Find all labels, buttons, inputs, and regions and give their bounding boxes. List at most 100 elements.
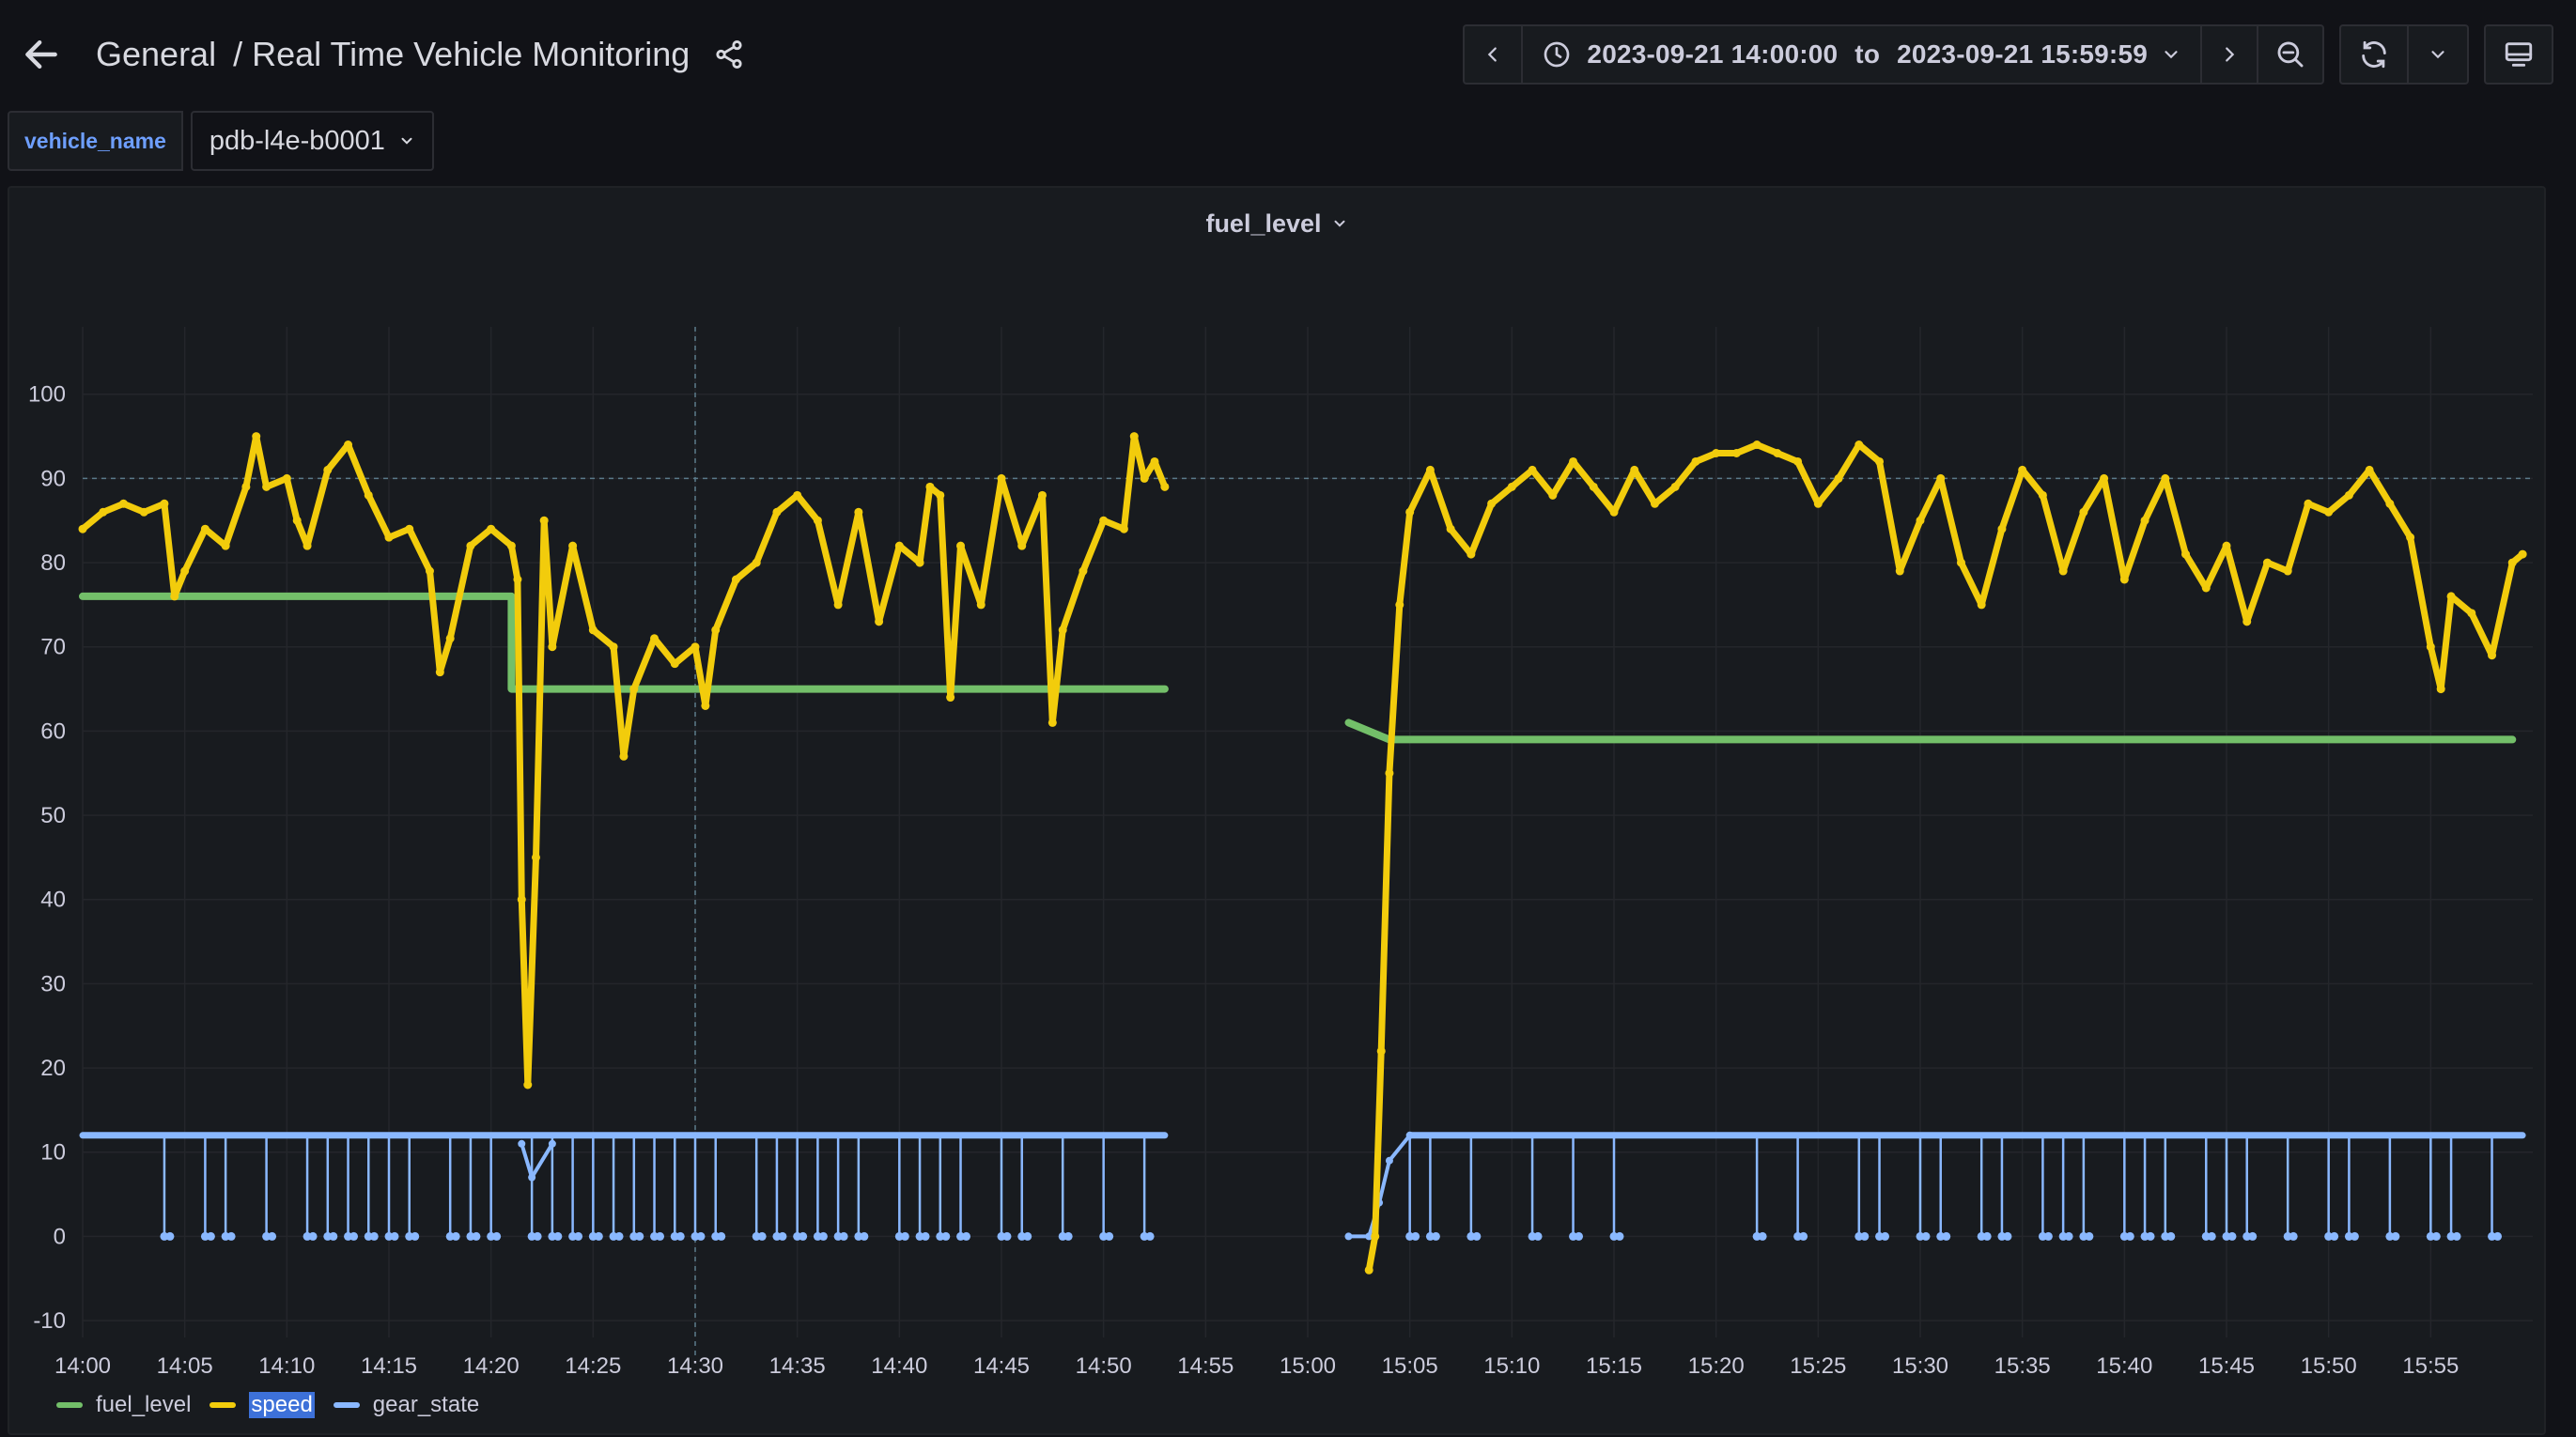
- y-tick-label: 0: [54, 1224, 66, 1249]
- speed-point: [445, 634, 455, 643]
- legend-item-speed[interactable]: speed: [209, 1392, 315, 1418]
- time-from: 2023-09-21 14:00:00: [1587, 39, 1839, 69]
- x-tick-label: 15:35: [1994, 1353, 2051, 1379]
- time-range-text: 2023-09-21 14:00:00 to 2023-09-21 15:59:…: [1587, 39, 2148, 70]
- speed-point: [292, 516, 302, 525]
- speed-point: [2140, 516, 2149, 525]
- chevron-down-icon: [2165, 51, 2178, 59]
- gear-state-point: [2493, 1231, 2503, 1241]
- speed-point: [1956, 558, 1965, 567]
- gear-state-point: [2350, 1231, 2359, 1241]
- speed-point: [609, 642, 618, 652]
- speed-point: [946, 693, 955, 703]
- share-button[interactable]: [710, 36, 748, 73]
- tv-mode-button[interactable]: [2486, 26, 2552, 83]
- zoom-out-button[interactable]: [2257, 26, 2322, 83]
- gear-state-point: [1758, 1231, 1767, 1241]
- speed-point: [629, 685, 639, 694]
- speed-point: [139, 507, 148, 517]
- clock-icon: [1544, 41, 1570, 68]
- speed-point: [2201, 583, 2211, 593]
- vehicle-name-value: pdb-l4e-b0001: [209, 125, 385, 156]
- speed-point: [2385, 499, 2395, 508]
- gear-state-point: [635, 1231, 644, 1241]
- y-tick-label: 20: [40, 1056, 66, 1081]
- time-to-word: to: [1854, 39, 1881, 69]
- x-tick-label: 15:40: [2096, 1353, 2152, 1379]
- speed-point: [1712, 449, 1721, 457]
- panel-title: fuel_level: [1205, 209, 1322, 238]
- x-tick-label: 14:00: [54, 1353, 111, 1379]
- zoom-out-icon: [2277, 41, 2304, 68]
- y-tick-label: 50: [40, 803, 66, 828]
- gear-state-point: [1921, 1231, 1931, 1241]
- speed-point: [1099, 516, 1109, 525]
- speed-point: [405, 524, 414, 533]
- chevron-down-icon: [1334, 220, 1345, 227]
- speed-point: [1916, 516, 1925, 525]
- gear-state-point: [1002, 1231, 1012, 1241]
- gear-state-point: [451, 1231, 460, 1241]
- arrow-left-icon: [25, 39, 57, 70]
- speed-point: [854, 507, 863, 517]
- speed-point: [1371, 1231, 1380, 1241]
- time-shift-back-button[interactable]: [1465, 26, 1521, 83]
- gear-state-point: [656, 1231, 665, 1241]
- x-tick-label: 15:50: [2301, 1353, 2357, 1379]
- x-tick-label: 15:25: [1790, 1353, 1846, 1379]
- speed-point: [170, 592, 179, 601]
- gear-state-point: [614, 1231, 624, 1241]
- speed-point: [466, 541, 475, 550]
- speed-point: [1589, 482, 1598, 491]
- speed-point: [241, 482, 251, 491]
- gear-state-point: [1575, 1231, 1584, 1241]
- panel-title-menu[interactable]: fuel_level: [9, 201, 2544, 246]
- time-shift-forward-button[interactable]: [2200, 26, 2257, 83]
- speed-point: [701, 702, 710, 710]
- gear-state-point: [2085, 1231, 2094, 1241]
- gear-state-point: [962, 1231, 971, 1241]
- speed-line: [1365, 441, 2526, 1274]
- speed-point: [1650, 499, 1659, 508]
- y-tick-label: 90: [40, 466, 66, 491]
- legend-item-gear-state[interactable]: gear_state: [333, 1392, 479, 1418]
- speed-point: [548, 642, 557, 652]
- gear-state-point: [472, 1231, 481, 1241]
- y-tick-label: 60: [40, 718, 66, 744]
- speed-point: [1731, 449, 1741, 457]
- speed-point: [588, 626, 597, 635]
- speed-point: [1385, 768, 1394, 778]
- x-tick-label: 15:30: [1892, 1353, 1948, 1379]
- breadcrumb-folder[interactable]: General: [96, 35, 217, 73]
- legend-item-fuel-level[interactable]: fuel_level: [56, 1392, 191, 1418]
- speed-point: [2365, 465, 2374, 474]
- speed-line: [79, 433, 1169, 1089]
- legend-swatch: [56, 1402, 83, 1408]
- gear-state-point: [799, 1231, 808, 1241]
- gear-state-point: [492, 1231, 502, 1241]
- refresh-interval-dropdown[interactable]: [2407, 26, 2467, 83]
- gear-state-point: [757, 1231, 767, 1241]
- y-tick-label: 40: [40, 888, 66, 913]
- speed-point: [2018, 465, 2027, 474]
- vehicle-name-select[interactable]: pdb-l4e-b0001: [190, 111, 434, 171]
- time-range-picker[interactable]: 2023-09-21 14:00:00 to 2023-09-21 15:59:…: [1521, 26, 2200, 83]
- gear-state-point: [1063, 1231, 1073, 1241]
- x-tick-label: 14:20: [463, 1353, 520, 1379]
- gear-state-point: [1411, 1231, 1420, 1241]
- x-tick-label: 14:25: [565, 1353, 621, 1379]
- speed-point: [936, 490, 945, 500]
- speed-point: [2446, 592, 2456, 601]
- speed-point: [1977, 600, 1986, 610]
- variable-label-vehicle-name: vehicle_name: [8, 111, 183, 171]
- refresh-button[interactable]: [2341, 26, 2407, 83]
- gear-state-point: [2289, 1231, 2298, 1241]
- x-tick-label: 15:45: [2198, 1353, 2255, 1379]
- speed-point: [1487, 499, 1497, 508]
- back-button[interactable]: [13, 26, 70, 83]
- legend-swatch: [333, 1402, 360, 1408]
- speed-point: [2426, 642, 2435, 652]
- gear-state-point: [1799, 1231, 1808, 1241]
- speed-point: [1793, 456, 1803, 466]
